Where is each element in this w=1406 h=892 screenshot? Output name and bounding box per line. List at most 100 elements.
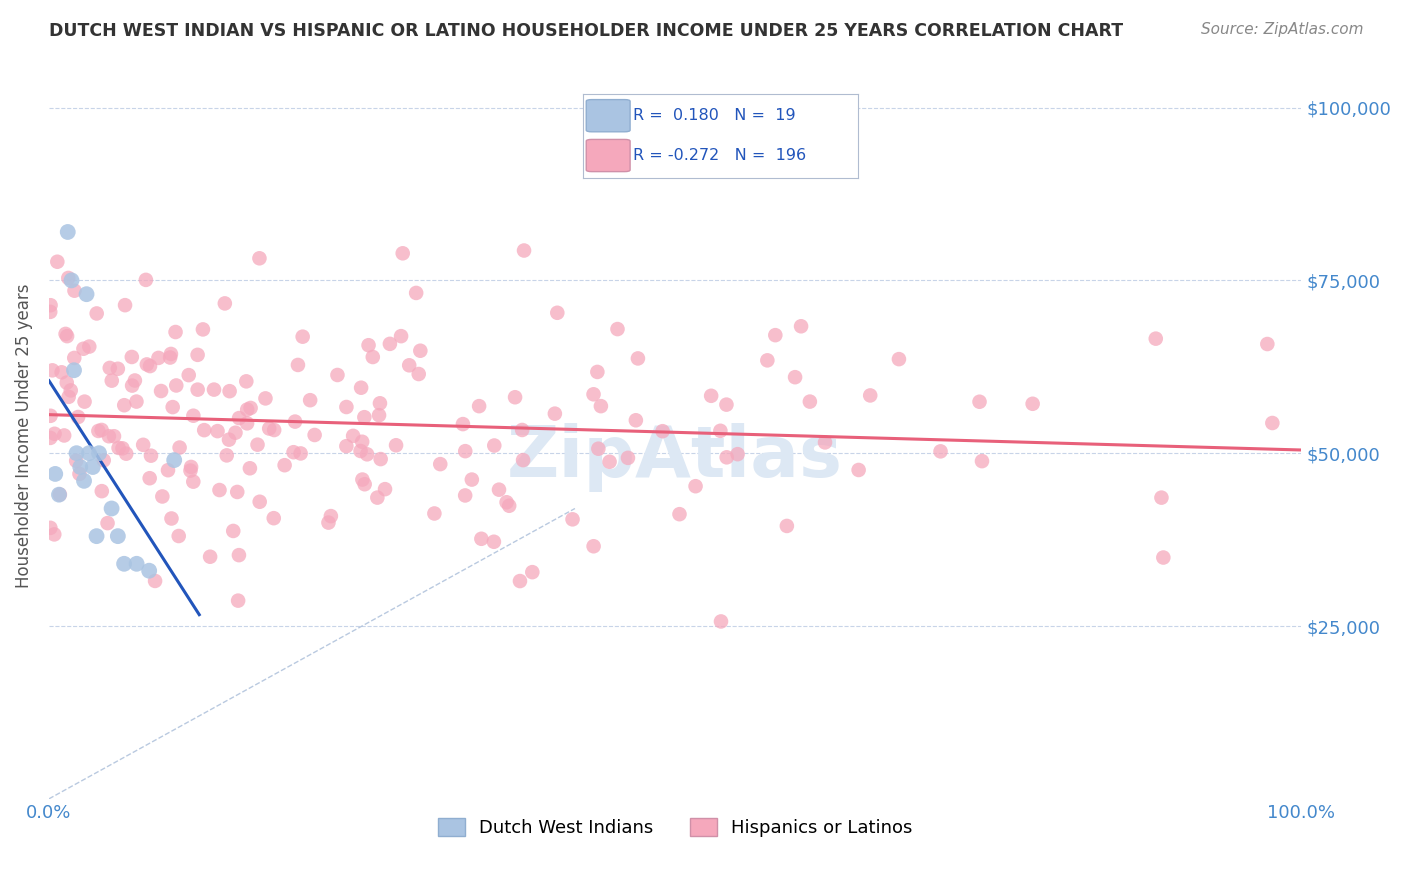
Text: R = -0.272   N =  196: R = -0.272 N = 196 bbox=[633, 148, 806, 163]
Point bbox=[187, 383, 209, 397]
Point bbox=[776, 519, 799, 533]
Point bbox=[239, 401, 262, 415]
Point bbox=[179, 464, 201, 478]
Point bbox=[202, 383, 225, 397]
Point bbox=[318, 516, 340, 530]
Point bbox=[55, 376, 77, 390]
Point bbox=[335, 400, 357, 414]
Point bbox=[756, 353, 779, 368]
Point bbox=[391, 246, 413, 260]
Point bbox=[86, 529, 108, 543]
Point bbox=[163, 453, 186, 467]
Point bbox=[239, 461, 262, 475]
Point bbox=[87, 424, 110, 438]
Point bbox=[73, 394, 96, 409]
Point bbox=[138, 564, 160, 578]
Point bbox=[304, 428, 326, 442]
Point bbox=[100, 501, 122, 516]
Point bbox=[63, 284, 86, 298]
Point bbox=[710, 615, 733, 629]
Point bbox=[125, 557, 148, 571]
Point bbox=[107, 529, 129, 543]
Point bbox=[405, 285, 427, 300]
Point bbox=[488, 483, 510, 497]
Legend: Dutch West Indians, Hispanics or Latinos: Dutch West Indians, Hispanics or Latinos bbox=[430, 811, 920, 844]
Point bbox=[63, 363, 86, 377]
Point bbox=[39, 431, 62, 445]
Point bbox=[353, 410, 375, 425]
Point bbox=[135, 358, 157, 372]
Point bbox=[60, 273, 83, 287]
Point bbox=[374, 482, 396, 496]
Point bbox=[135, 273, 157, 287]
FancyBboxPatch shape bbox=[586, 139, 630, 171]
Point bbox=[970, 454, 993, 468]
Point bbox=[700, 389, 723, 403]
Point bbox=[124, 374, 146, 388]
Point bbox=[599, 455, 621, 469]
Point bbox=[263, 511, 285, 525]
Point bbox=[522, 565, 544, 579]
Point bbox=[498, 499, 520, 513]
Point bbox=[112, 557, 135, 571]
Point bbox=[49, 487, 72, 501]
Point bbox=[461, 473, 484, 487]
Point bbox=[59, 384, 82, 398]
Point bbox=[215, 449, 238, 463]
Point bbox=[512, 453, 534, 467]
Point bbox=[429, 457, 451, 471]
Point bbox=[214, 296, 236, 310]
Point bbox=[582, 539, 605, 553]
Point bbox=[160, 347, 183, 361]
Point bbox=[353, 477, 375, 491]
Point bbox=[77, 446, 100, 460]
Point bbox=[319, 509, 342, 524]
Point bbox=[236, 402, 259, 417]
Point bbox=[77, 340, 100, 354]
Point bbox=[107, 361, 129, 376]
Point bbox=[357, 338, 380, 352]
Point bbox=[716, 450, 738, 465]
Point bbox=[187, 348, 209, 362]
Text: Source: ZipAtlas.com: Source: ZipAtlas.com bbox=[1201, 22, 1364, 37]
Point bbox=[350, 381, 373, 395]
Point bbox=[273, 458, 295, 473]
Point bbox=[385, 438, 408, 452]
Point bbox=[39, 305, 62, 319]
Point bbox=[165, 325, 187, 339]
Point bbox=[799, 394, 821, 409]
Point bbox=[39, 298, 62, 312]
Point bbox=[138, 471, 160, 485]
Point bbox=[509, 574, 531, 588]
Point bbox=[1256, 337, 1278, 351]
Point bbox=[254, 392, 277, 406]
Point bbox=[409, 343, 432, 358]
Point bbox=[191, 322, 214, 336]
Point bbox=[606, 322, 628, 336]
Point bbox=[790, 319, 813, 334]
Point bbox=[180, 459, 202, 474]
Point bbox=[226, 485, 249, 500]
Point bbox=[1152, 550, 1174, 565]
Point bbox=[848, 463, 870, 477]
Point bbox=[39, 409, 62, 423]
Point bbox=[356, 447, 378, 461]
Point bbox=[495, 495, 517, 509]
Point bbox=[115, 447, 138, 461]
Point bbox=[586, 365, 609, 379]
Point bbox=[352, 434, 374, 449]
Point bbox=[335, 439, 357, 453]
Point bbox=[218, 433, 240, 447]
Point bbox=[169, 441, 191, 455]
Point bbox=[709, 424, 731, 438]
Point bbox=[589, 399, 612, 413]
Point bbox=[198, 549, 221, 564]
Point bbox=[72, 342, 94, 356]
Point bbox=[627, 351, 650, 366]
Point bbox=[82, 460, 104, 475]
Point bbox=[727, 447, 749, 461]
Point bbox=[87, 446, 110, 460]
Point bbox=[484, 438, 506, 452]
Point bbox=[510, 423, 533, 437]
Point bbox=[53, 428, 76, 442]
